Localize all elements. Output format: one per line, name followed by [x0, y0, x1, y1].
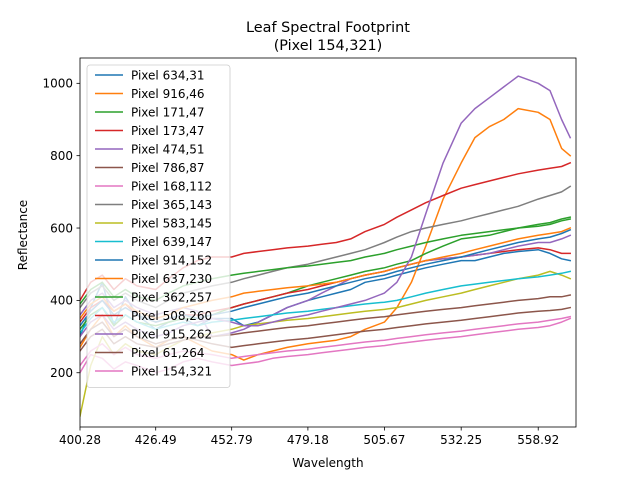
y-tick-label: 200	[50, 366, 73, 380]
x-tick-label: 400.28	[59, 433, 101, 447]
legend-entry-label: Pixel 474,51	[131, 142, 205, 156]
legend: Pixel 634,31 Pixel 916,46 Pixel 171,47 Pixe…	[86, 64, 231, 388]
legend-entry-label: Pixel 786,87	[131, 161, 205, 175]
legend-entry-label: Pixel 914,152	[131, 253, 212, 267]
legend-entry-label: Pixel 634,31	[131, 68, 205, 82]
legend-entry-label: Pixel 173,47	[131, 124, 205, 138]
axes-layer: 400.28 426.49 452.79 479.18 505.67 532.25 558.…	[42, 57, 577, 447]
legend-entry-label: Pixel 61,264	[131, 346, 205, 360]
x-tick-label: 479.18	[287, 433, 329, 447]
legend-entry-label: Pixel 171,47	[131, 105, 205, 119]
plot-frame	[79, 57, 577, 428]
y-tick-label: 600	[50, 221, 73, 235]
legend-entry-label: Pixel 915,262	[131, 327, 212, 341]
legend-entry-label: Pixel 168,112	[131, 179, 212, 193]
x-tick-label: 558.92	[517, 433, 559, 447]
x-tick-label: 452.79	[211, 433, 253, 447]
x-tick-label: 426.49	[135, 433, 177, 447]
chart-title: Leaf Spectral Footprint	[246, 20, 410, 36]
legend-entry-label: Pixel 916,46	[131, 87, 205, 101]
legend-entry-label: Pixel 362,257	[131, 290, 212, 304]
x-tick-label: 505.67	[363, 433, 405, 447]
y-tick-label: 400	[50, 294, 73, 308]
legend-entry-label: Pixel 583,145	[131, 216, 212, 230]
y-tick-label: 1000	[42, 77, 73, 91]
x-tick-label: 532.25	[440, 433, 482, 447]
chart-subtitle: (Pixel 154,321)	[274, 38, 383, 54]
y-tick-label: 800	[50, 149, 73, 163]
legend-entry-label: Pixel 508,260	[131, 309, 212, 323]
legend-entry-label: Pixel 154,321	[131, 364, 212, 378]
legend-entry-label: Pixel 639,147	[131, 235, 212, 249]
legend-entry-label: Pixel 365,143	[131, 198, 212, 212]
legend-box	[86, 64, 231, 388]
x-axis-label: Wavelength	[292, 456, 363, 470]
y-axis-label: Reflectance	[16, 200, 30, 270]
legend-entry-label: Pixel 637,230	[131, 272, 212, 286]
